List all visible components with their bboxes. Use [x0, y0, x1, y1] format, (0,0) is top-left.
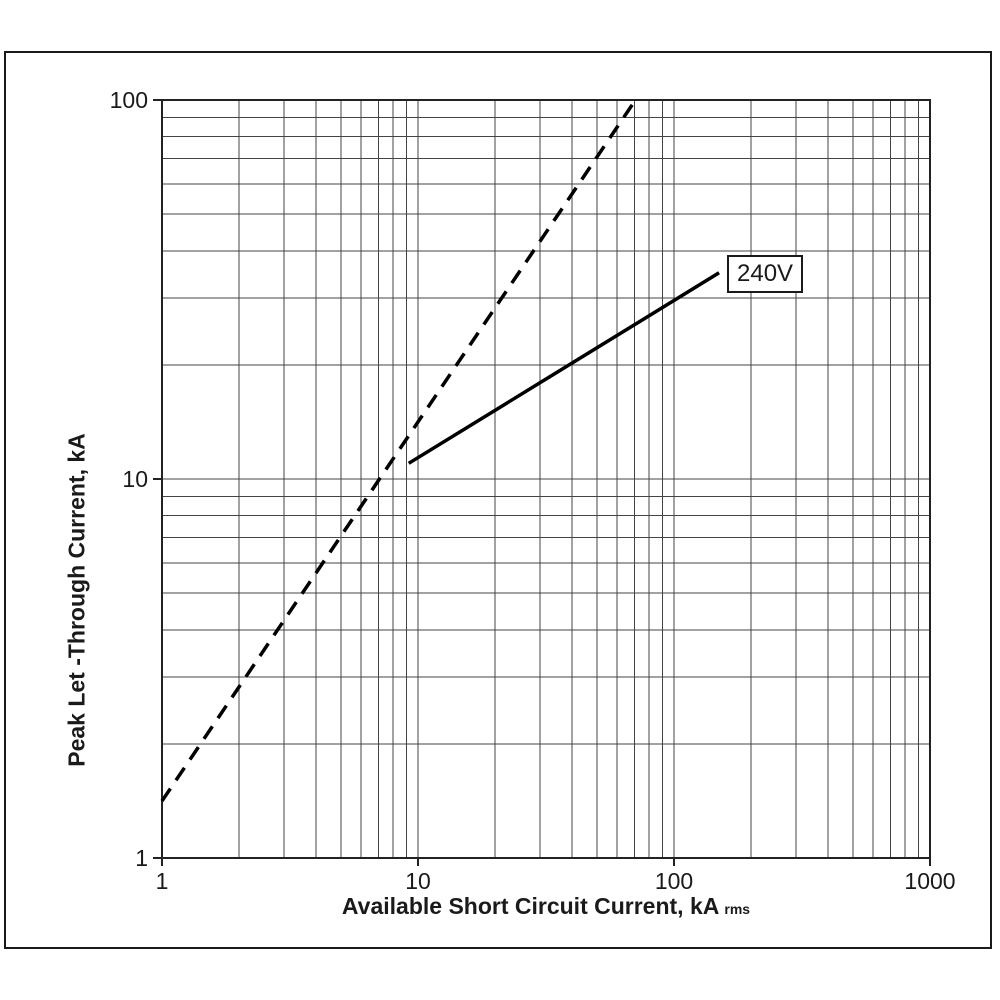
y-axis-title-text: Peak Let -Through Current, kA: [63, 433, 90, 767]
tick-labels: 1 10 100 1000 1 10 100: [110, 87, 956, 894]
x-axis-title-text: Available Short Circuit Current, kA: [341, 893, 720, 919]
x-tick-label: 1: [156, 868, 169, 894]
x-tick-label: 100: [655, 868, 693, 894]
axis-ticks: [153, 99, 931, 866]
x-axis-title: Available Short Circuit Current, kA rms: [162, 893, 930, 920]
series-label-240v: 240V: [727, 255, 804, 293]
series-line-peak-reference-dashed: [160, 99, 637, 802]
gridlines: [161, 99, 931, 859]
x-tick-label: 1000: [904, 868, 955, 894]
x-axis-title-subscript: rms: [724, 901, 751, 917]
series-line-let-through-240V: [407, 271, 720, 465]
x-tick-label: 10: [405, 868, 431, 894]
y-axis-title: Peak Let -Through Current, kA: [64, 433, 91, 767]
y-tick-label: 10: [122, 466, 148, 492]
y-tick-label: 100: [110, 87, 148, 113]
y-tick-label: 1: [135, 845, 148, 871]
figure-border: [4, 51, 992, 949]
